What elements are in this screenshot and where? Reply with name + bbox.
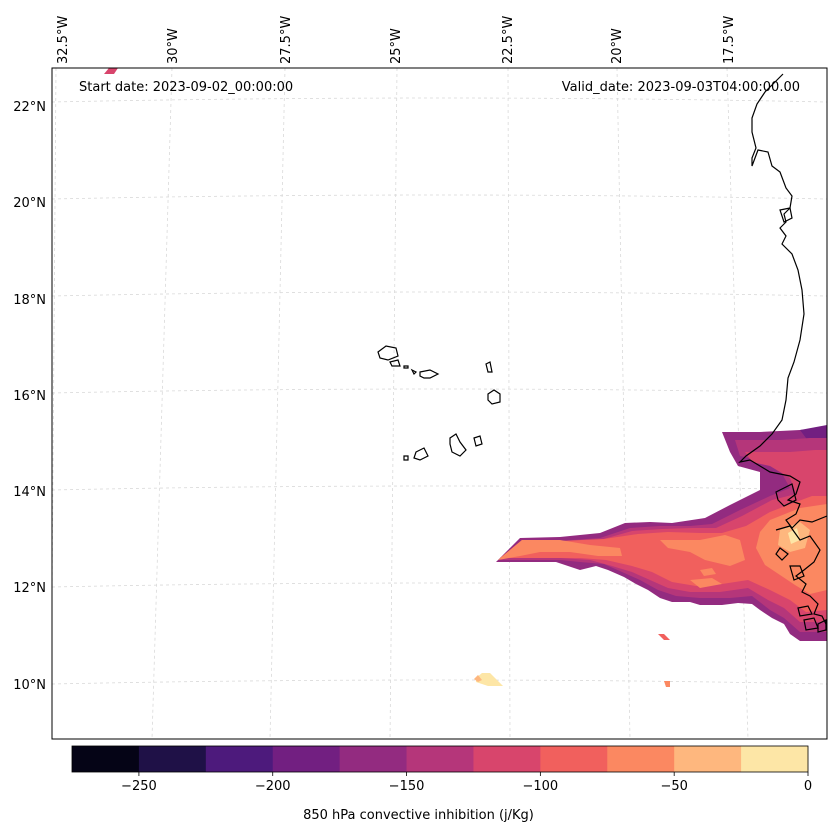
lon-label: 25°W [389, 28, 404, 64]
island-santiago [449, 433, 467, 457]
colorbar-tick-label: −100 [523, 779, 559, 794]
coastline-guinea-bissau [775, 525, 827, 627]
map-border [51, 67, 828, 740]
island-santa-luzia [403, 365, 409, 369]
coastline-islands-bijagos-1 [775, 547, 789, 561]
lat-label: 22°N [13, 100, 46, 115]
contour-region-light-yellow-2 [788, 528, 800, 544]
colorbar-tick-label: −250 [121, 779, 157, 794]
gridline-lon-30 [151, 68, 173, 739]
colorbar-tick-label: −150 [389, 779, 425, 794]
gridline-lat-20 [52, 194, 827, 200]
island-sao-nicolau [410, 368, 418, 376]
gridline-lat-18 [52, 291, 827, 297]
gridline-lon-22-5 [507, 68, 511, 739]
contour-patch-south-1 [658, 634, 670, 640]
colorbar-tick-label: 0 [804, 779, 812, 794]
coastline-senegal-gambia [775, 483, 797, 507]
colorbar-border [71, 745, 809, 773]
colorbar-swatch [72, 746, 140, 772]
colorbar-swatch [473, 746, 541, 772]
cin-contours [104, 68, 827, 687]
lat-label: 14°N [13, 485, 46, 500]
island-boa-vista [487, 389, 501, 405]
lon-label: 27.5°W [279, 16, 294, 64]
contour-region-orange-blob [700, 568, 716, 576]
lon-tick-labels: 32.5°W 30°W 27.5°W 25°W 22.5°W 20°W 17.5… [56, 16, 737, 64]
island-santo-antao [377, 345, 399, 361]
lon-label: 32.5°W [56, 16, 71, 64]
lon-label: 22.5°W [501, 16, 516, 64]
gridline-lon-27-5 [269, 68, 286, 739]
colorbar-swatch [741, 746, 809, 772]
contour-patch-south-2 [664, 681, 670, 687]
colorbar-swatch [339, 746, 408, 772]
contour-region-coral [500, 496, 827, 612]
gridline-lat-12 [52, 582, 827, 588]
contour-patch-south-3 [476, 673, 503, 686]
contour-region-orange-streak [498, 540, 622, 560]
gridline-lat-10 [52, 679, 827, 685]
lat-label: 18°N [13, 293, 46, 308]
colorbar-swatch [540, 746, 608, 772]
gridline-lat-22 [52, 97, 827, 103]
gridline-lat-16 [52, 388, 827, 394]
gridline-lon-25 [389, 68, 398, 739]
lon-label: 20°W [610, 28, 625, 64]
colorbar-swatch [205, 746, 274, 772]
island-sao-nicolau-main [419, 369, 440, 379]
gridlines [52, 68, 827, 739]
colorbar-swatch [138, 746, 207, 772]
colorbar: −250 −200 −150 −100 −50 0 [71, 745, 812, 794]
contour-region-orange-south [690, 578, 722, 588]
lat-label: 10°N [13, 678, 46, 693]
contour-region-orange-mid [660, 535, 745, 566]
coastline-gulf-arguin [779, 207, 793, 223]
coastline-islands-bijagos-2 [789, 565, 805, 581]
coastlines [377, 73, 827, 633]
coastline-islands-bijagos-5 [817, 619, 827, 633]
contour-patch-top-left [104, 68, 118, 74]
island-sal [485, 361, 493, 373]
coastline-africa [738, 73, 827, 529]
colorbar-swatch [272, 746, 341, 772]
island-brava [403, 455, 409, 461]
island-fogo [413, 447, 429, 461]
lat-tick-labels: 22°N 20°N 18°N 16°N 14°N 12°N 10°N [13, 100, 46, 693]
gridline-lon-17-5 [726, 68, 749, 739]
colorbar-tick-label: −200 [255, 779, 291, 794]
map-background [52, 68, 827, 739]
colorbar-swatch [406, 746, 474, 772]
island-sao-vicente [389, 359, 401, 367]
gridline-lat-14 [52, 485, 827, 491]
valid-date-text: Valid_date: 2023-09-03T04:00:00.00 [562, 80, 800, 95]
lon-label: 30°W [166, 28, 181, 64]
colorbar-swatch [674, 746, 742, 772]
coastline-islands-bijagos-3 [797, 605, 813, 617]
colorbar-swatch [607, 746, 675, 772]
island-maio [473, 435, 483, 447]
map-plot-area [51, 67, 828, 740]
colorbar-label: 850 hPa convective inhibition (j/Kg) [303, 808, 534, 823]
lon-label: 17.5°W [722, 16, 737, 64]
gridline-lon-20 [616, 68, 631, 739]
lat-label: 20°N [13, 196, 46, 211]
contour-patch-south-3-edge [474, 675, 482, 682]
lat-label: 16°N [13, 389, 46, 404]
colorbar-tick-label: −50 [660, 779, 687, 794]
lat-label: 12°N [13, 581, 46, 596]
start-date-text: Start date: 2023-09-02_00:00:00 [79, 80, 293, 95]
